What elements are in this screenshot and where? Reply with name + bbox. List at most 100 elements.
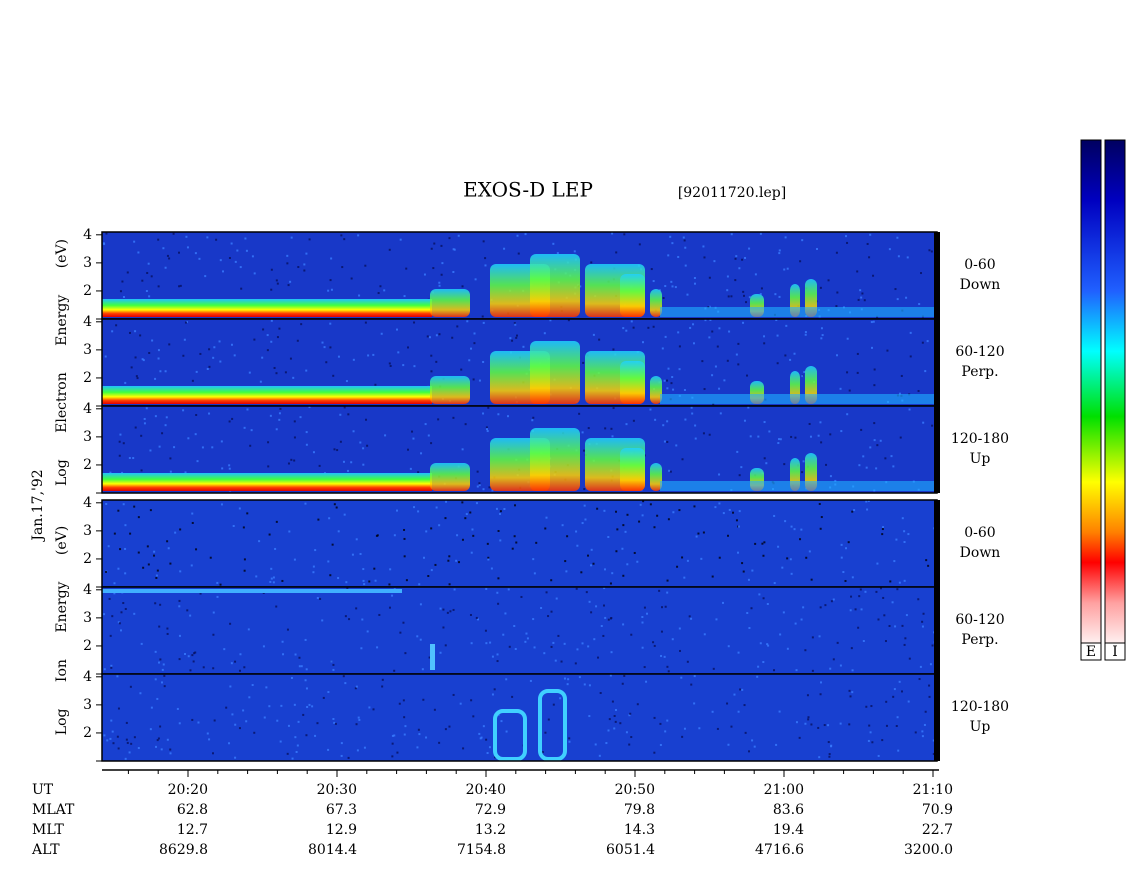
spectrogram-noise — [819, 286, 822, 289]
spectrogram-noise — [420, 452, 423, 455]
y-tick-label: 2 — [83, 283, 92, 299]
spectrogram-noise — [669, 235, 672, 238]
spectrogram-noise — [351, 553, 354, 556]
spectrogram-noise — [234, 756, 237, 759]
spectrogram-noise — [718, 327, 721, 330]
spectrogram-noise — [623, 674, 626, 677]
spectrogram-noise — [478, 732, 481, 735]
spectrogram-noise — [110, 666, 113, 669]
spectrogram-noise — [926, 340, 929, 343]
spectrogram-noise — [129, 685, 132, 688]
spectrogram-noise — [568, 737, 571, 740]
spectrogram-noise — [298, 665, 301, 668]
spectrogram-noise — [738, 474, 741, 477]
spectrogram-noise — [169, 457, 172, 460]
spectrogram-noise — [275, 279, 278, 282]
spectrogram-noise — [305, 734, 308, 737]
spectrogram-noise — [574, 662, 577, 665]
spectrogram-burst — [430, 463, 470, 491]
spectrogram-noise — [381, 685, 384, 688]
spectrogram-noise — [626, 563, 629, 566]
spectrogram-noise — [549, 319, 552, 322]
spectrogram-noise — [730, 725, 733, 728]
spectrogram-noise — [327, 691, 330, 694]
spectrogram-noise — [587, 554, 590, 557]
spectrogram-noise — [532, 416, 535, 419]
spectrogram-noise — [795, 669, 798, 672]
spectrogram-noise — [437, 418, 440, 421]
spectrogram-noise — [850, 647, 853, 650]
spectrogram-noise — [628, 743, 631, 746]
spectrogram-noise — [363, 583, 366, 586]
spectrogram-noise — [844, 235, 847, 238]
spectrogram-noise — [643, 606, 646, 609]
spectrogram-burst — [650, 376, 662, 404]
spectrogram-noise — [737, 363, 740, 366]
spectrogram-noise — [511, 547, 514, 550]
spectrogram-noise — [425, 736, 428, 739]
spectrogram-noise — [545, 591, 548, 594]
spectrogram-noise — [762, 554, 765, 557]
spectrogram-burst — [430, 644, 435, 670]
spectrogram-noise — [928, 695, 931, 698]
spectrogram-noise — [522, 345, 525, 348]
spectrogram-burst — [430, 289, 470, 317]
spectrogram-noise — [840, 543, 843, 546]
spectrogram-noise — [337, 577, 340, 580]
spectrogram-noise — [485, 642, 488, 645]
spectrogram-noise — [234, 723, 237, 726]
spectrogram-noise — [603, 587, 606, 590]
spectrogram-noise — [742, 570, 745, 573]
spectrogram-noise — [678, 649, 681, 652]
spectrogram-noise — [478, 484, 481, 487]
spectrogram-noise — [110, 664, 113, 667]
spectrogram-noise — [243, 558, 246, 561]
spectrogram-noise — [754, 542, 757, 545]
spectrogram-noise — [327, 289, 330, 292]
spectrogram-noise — [652, 280, 655, 283]
spectrogram-noise — [715, 618, 718, 621]
spectrogram-noise — [630, 736, 633, 739]
spectrogram-noise — [157, 737, 160, 740]
spectrogram-noise — [777, 438, 780, 441]
spectrogram-noise — [332, 668, 335, 671]
spectrogram-noise — [411, 430, 414, 433]
spectrogram-noise — [681, 458, 684, 461]
spectrogram-noise — [196, 460, 199, 463]
spectrogram-noise — [290, 458, 293, 461]
spectrogram-noise — [427, 575, 430, 578]
spectrogram-noise — [671, 638, 674, 641]
spectrogram-noise — [664, 335, 667, 338]
spectrogram-noise — [857, 626, 860, 629]
spectrogram-noise — [206, 732, 209, 735]
spectrogram-noise — [600, 625, 603, 628]
spectrogram-noise — [344, 615, 347, 618]
spectrogram-noise — [215, 238, 218, 241]
spectrogram-noise — [346, 469, 349, 472]
spectrogram-noise — [708, 305, 711, 308]
spectrogram-noise — [354, 687, 357, 690]
spectrogram-background — [102, 674, 937, 761]
spectrogram-noise — [229, 622, 232, 625]
spectrogram-noise — [864, 590, 867, 593]
spectrogram-noise — [403, 733, 406, 736]
spectrogram-noise — [249, 444, 252, 447]
spectrogram-noise — [377, 292, 380, 295]
spectrogram-noise — [872, 274, 875, 277]
spectrogram-noise — [312, 565, 315, 568]
spectrogram-noise — [702, 245, 705, 248]
spectrogram-noise — [293, 558, 296, 561]
ephemeris-value: 3200.0 — [904, 842, 953, 858]
spectrogram-noise — [212, 611, 215, 614]
spectrogram-noise — [667, 367, 670, 370]
spectrogram-noise — [718, 473, 721, 476]
spectrogram-noise — [129, 532, 132, 535]
spectrogram-noise — [179, 284, 182, 287]
spectrogram-noise — [155, 574, 158, 577]
spectrogram-noise — [435, 506, 438, 509]
spectrogram-noise — [684, 418, 687, 421]
spectrogram-noise — [442, 608, 445, 611]
spectrogram-noise — [208, 412, 211, 415]
panel-direction: Up — [970, 451, 991, 467]
panel-direction: Perp. — [961, 364, 998, 380]
